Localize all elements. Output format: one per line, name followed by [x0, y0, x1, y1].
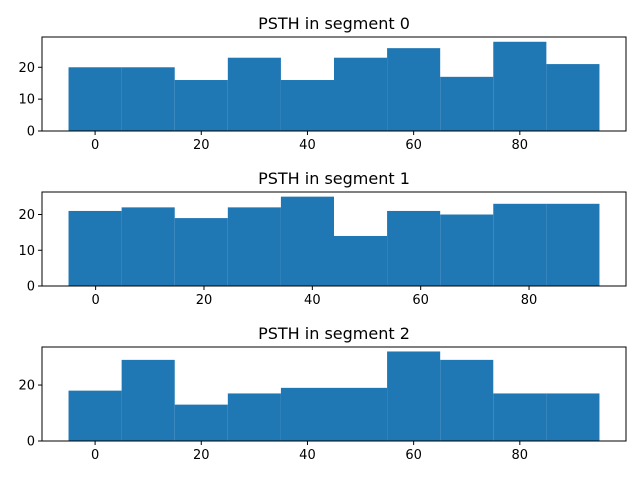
histogram-bar: [68, 390, 122, 441]
subplot-1: PSTH in segment 1 0 20 40 60 80 0 10 20: [18, 169, 627, 308]
subplot-title: PSTH in segment 0: [258, 14, 410, 33]
histogram-bar: [440, 359, 494, 441]
axes-frame: [41, 36, 627, 132]
subplot-title: PSTH in segment 2: [258, 324, 410, 343]
histogram-bar: [227, 207, 281, 286]
y-tick-label: 0: [27, 435, 35, 450]
histogram-bar: [68, 67, 122, 131]
x-tick-label: 80: [521, 293, 538, 308]
x-tick-label: 0: [91, 138, 99, 153]
histogram-bar: [68, 210, 122, 286]
y-tick-label: 20: [18, 379, 35, 394]
x-tick-label: 80: [512, 448, 529, 463]
axes-frame: [41, 346, 627, 442]
histogram-bar: [280, 387, 334, 441]
axes-frame: [41, 191, 627, 287]
histogram-bar: [227, 57, 281, 131]
x-tick-label: 40: [304, 293, 321, 308]
x-tick-label: 0: [91, 448, 99, 463]
y-tick-label: 0: [27, 280, 35, 295]
x-tick-label: 60: [405, 448, 422, 463]
histogram-bar: [280, 80, 334, 131]
x-tick-label: 80: [512, 138, 529, 153]
histogram-bar: [493, 393, 547, 441]
histogram-bar: [387, 210, 441, 286]
histogram-bar: [174, 404, 228, 441]
histogram-bar: [546, 64, 600, 131]
x-tick-label: 40: [299, 448, 316, 463]
y-tick-label: 20: [18, 61, 35, 76]
histogram-bar: [334, 57, 388, 131]
subplot-2: PSTH in segment 2 0 20 40 60 80 0 20: [18, 324, 627, 463]
histogram-bar: [493, 41, 547, 131]
histogram-bar: [174, 80, 228, 131]
histogram-bar: [121, 359, 175, 441]
histogram-bar: [121, 207, 175, 286]
y-tick-label: 10: [18, 244, 35, 259]
x-tick-label: 20: [196, 293, 213, 308]
histogram-bar: [227, 393, 281, 441]
histogram-bar: [280, 196, 334, 286]
x-tick-label: 20: [193, 448, 210, 463]
histogram-bar: [387, 351, 441, 441]
histogram-bar: [334, 387, 388, 441]
x-tick-label: 0: [91, 293, 99, 308]
histogram-bar: [546, 203, 600, 286]
histogram-bar: [546, 393, 600, 441]
histogram-bar: [334, 235, 388, 286]
subplot-title: PSTH in segment 1: [258, 169, 410, 188]
y-tick-label: 20: [18, 208, 35, 223]
histogram-bar: [387, 48, 441, 131]
x-tick-label: 60: [412, 293, 429, 308]
histogram-bar: [440, 214, 494, 286]
histogram-bar: [174, 218, 228, 286]
y-tick-label: 0: [27, 125, 35, 140]
histogram-bar: [121, 67, 175, 131]
x-tick-label: 20: [193, 138, 210, 153]
x-tick-label: 40: [299, 138, 316, 153]
histogram-bar: [440, 76, 494, 131]
subplot-0: PSTH in segment 0 0 20 40 60 80 0 10 20: [18, 14, 627, 153]
x-tick-label: 60: [405, 138, 422, 153]
histogram-bar: [493, 203, 547, 286]
y-tick-label: 10: [18, 93, 35, 108]
